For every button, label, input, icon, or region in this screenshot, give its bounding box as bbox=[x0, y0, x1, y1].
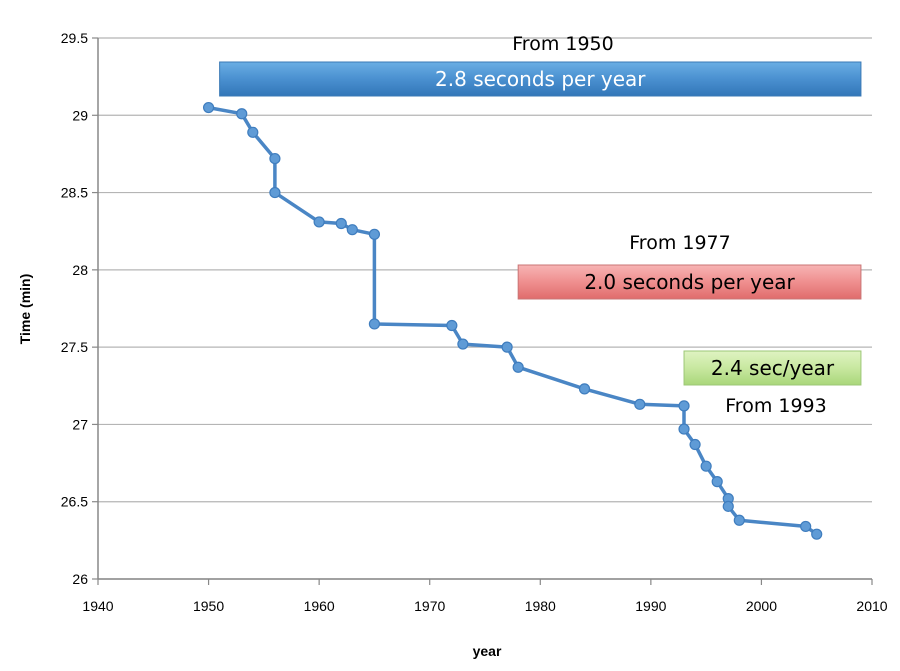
annotation-heading: From 1977 bbox=[629, 232, 730, 254]
x-tick-label: 2010 bbox=[856, 598, 887, 614]
x-tick-label: 1940 bbox=[82, 598, 113, 614]
data-point bbox=[335, 217, 347, 230]
data-point bbox=[202, 101, 215, 114]
annotation-bar-text: 2.0 seconds per year bbox=[584, 270, 795, 294]
data-point bbox=[578, 383, 591, 395]
annotation-bar bbox=[219, 61, 862, 97]
x-tick-label: 1950 bbox=[193, 598, 224, 614]
data-point bbox=[368, 228, 381, 240]
x-tick-label: 1990 bbox=[635, 598, 666, 614]
y-tick-label: 26 bbox=[72, 571, 88, 587]
annotation-heading: From 1950 bbox=[512, 33, 613, 55]
y-tick-label: 28 bbox=[72, 262, 88, 278]
data-point bbox=[634, 398, 646, 410]
data-point bbox=[800, 520, 812, 533]
y-tick-label: 26.5 bbox=[61, 494, 88, 510]
data-point bbox=[457, 338, 469, 350]
data-point bbox=[512, 361, 524, 373]
data-point bbox=[269, 186, 281, 199]
gridlines bbox=[98, 37, 872, 580]
x-tick-label: 1960 bbox=[304, 598, 335, 614]
annotation-bar bbox=[683, 350, 862, 386]
data-point bbox=[678, 400, 690, 412]
data-point bbox=[501, 341, 513, 353]
y-axis-title: Time (min) bbox=[17, 274, 33, 345]
y-tick-label: 29.5 bbox=[61, 30, 88, 46]
x-tick-label: 1980 bbox=[525, 598, 556, 614]
y-tick-label: 28.5 bbox=[61, 185, 88, 201]
x-tick-label: 2000 bbox=[746, 598, 777, 614]
annotations: 2.8 seconds per year From 1950 2.0 seconds… bbox=[219, 33, 862, 417]
series-line bbox=[208, 105, 818, 536]
data-point bbox=[678, 423, 690, 435]
data-point bbox=[236, 108, 248, 120]
data-point bbox=[689, 438, 701, 451]
series-layer bbox=[202, 101, 823, 540]
data-point bbox=[313, 216, 325, 228]
data-point bbox=[446, 319, 458, 332]
annotation-bar bbox=[517, 264, 862, 300]
annotation-heading: From 1993 bbox=[725, 395, 826, 417]
data-point bbox=[368, 318, 381, 330]
data-point bbox=[811, 528, 823, 540]
x-tick-label: 1970 bbox=[414, 598, 445, 614]
x-axis-title: year bbox=[473, 643, 502, 659]
annotation-bar-text: 2.8 seconds per year bbox=[435, 67, 646, 91]
data-point bbox=[722, 500, 734, 512]
data-point bbox=[700, 460, 712, 472]
data-point bbox=[733, 514, 745, 526]
y-tick-label: 27 bbox=[72, 416, 88, 432]
data-point bbox=[247, 126, 259, 138]
axes: 26 26.5 27 27.5 28 28.5 29 29.5 1940 1950 1960 1970… bbox=[61, 30, 888, 614]
data-point bbox=[269, 152, 281, 165]
y-tick-label: 27.5 bbox=[61, 339, 88, 355]
data-point bbox=[711, 476, 723, 488]
annotation-bar-text: 2.4 sec/year bbox=[711, 356, 835, 380]
y-tick-label: 29 bbox=[72, 107, 88, 123]
data-point bbox=[346, 224, 358, 236]
